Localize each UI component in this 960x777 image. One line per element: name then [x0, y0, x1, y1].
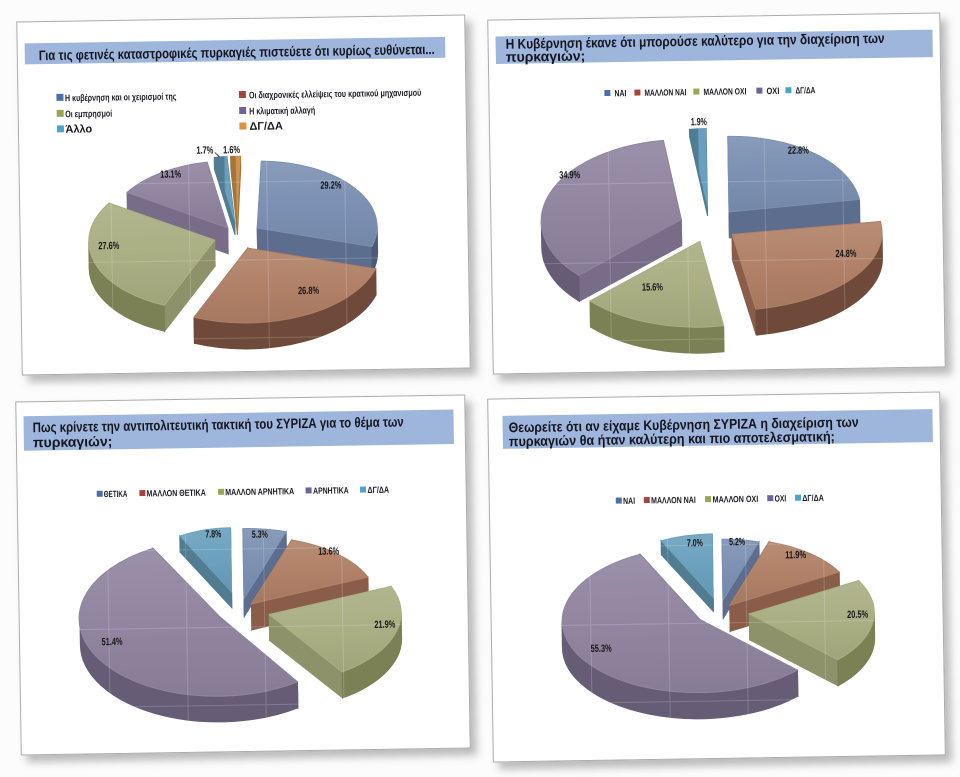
svg-text:πυρκαγιών;: πυρκαγιών; [33, 433, 113, 450]
svg-text:ΟΧΙ: ΟΧΙ [774, 493, 786, 503]
svg-text:5.3%: 5.3% [252, 529, 269, 541]
svg-text:ΝΑΙ: ΝΑΙ [623, 496, 635, 506]
svg-text:ΝΑΙ: ΝΑΙ [614, 88, 626, 98]
svg-text:5.2%: 5.2% [729, 536, 746, 548]
svg-text:πυρκαγιών θα ήταν καλύτερη και: πυρκαγιών θα ήταν καλύτερη και πιο αποτε… [509, 428, 835, 449]
svg-text:ΔΓ/ΔΑ: ΔΓ/ΔΑ [367, 485, 389, 495]
svg-text:ΜΑΛΛΟΝ ΝΑΙ: ΜΑΛΛΟΝ ΝΑΙ [651, 495, 696, 506]
svg-text:20.5%: 20.5% [847, 609, 869, 621]
svg-text:Οι διαχρονικές ελλείψεις του κ: Οι διαχρονικές ελλείψεις του κρατικού μη… [249, 88, 422, 102]
svg-text:24.8%: 24.8% [835, 248, 857, 260]
svg-text:ΜΑΛΛΟΝ ΟΧΙ: ΜΑΛΛΟΝ ΟΧΙ [713, 494, 759, 505]
svg-text:27.6%: 27.6% [98, 240, 120, 252]
svg-text:πυρκαγιών;: πυρκαγιών; [506, 48, 586, 65]
svg-text:ΜΑΛΛΟΝ ΘΕΤΙΚΑ: ΜΑΛΛΟΝ ΘΕΤΙΚΑ [146, 488, 206, 499]
svg-text:ΔΓ/ΔΑ: ΔΓ/ΔΑ [802, 493, 824, 503]
svg-text:55.3%: 55.3% [591, 643, 613, 655]
svg-text:1.9%: 1.9% [691, 116, 708, 128]
svg-text:13.6%: 13.6% [318, 545, 340, 557]
svg-text:7.8%: 7.8% [205, 528, 222, 540]
svg-text:26.8%: 26.8% [298, 285, 320, 297]
svg-text:Πως κρίνετε την αντιπολιτευτικ: Πως κρίνετε την αντιπολιτευτική τακτική … [33, 413, 404, 435]
svg-text:51.4%: 51.4% [101, 636, 123, 648]
svg-text:13.1%: 13.1% [160, 168, 182, 180]
svg-text:21.9%: 21.9% [374, 619, 396, 631]
svg-text:ΔΓ/ΔΑ: ΔΓ/ΔΑ [249, 120, 283, 133]
svg-text:ΜΑΛΛΟΝ ΑΡΝΗΤΙΚΑ: ΜΑΛΛΟΝ ΑΡΝΗΤΙΚΑ [225, 486, 295, 497]
svg-text:Η Κυβέρνηση έκανε ότι μπορούσε: Η Κυβέρνηση έκανε ότι μπορούσε καλύτερο … [505, 30, 884, 52]
svg-text:29.2%: 29.2% [320, 179, 342, 191]
svg-text:15.6%: 15.6% [642, 281, 664, 293]
svg-text:ΜΑΛΛΟΝ ΝΑΙ: ΜΑΛΛΟΝ ΝΑΙ [644, 87, 686, 98]
svg-text:22.8%: 22.8% [788, 145, 810, 157]
svg-text:Θεωρείτε ότι αν είχαμε Κυβέρνη: Θεωρείτε ότι αν είχαμε Κυβέρνηση ΣΥΡΙΖΑ … [508, 414, 858, 435]
svg-text:ΟΧΙ: ΟΧΙ [766, 86, 779, 96]
svg-text:Η κλιματική αλλαγή: Η κλιματική αλλαγή [249, 105, 315, 117]
svg-text:7.0%: 7.0% [687, 537, 704, 549]
svg-text:Άλλο: Άλλο [65, 123, 92, 135]
svg-text:ΔΓ/ΔΑ: ΔΓ/ΔΑ [795, 85, 816, 95]
svg-text:1.7%: 1.7% [196, 144, 214, 156]
svg-text:ΑΡΝΗΤΙΚΑ: ΑΡΝΗΤΙΚΑ [313, 485, 349, 496]
svg-text:Για τις φετινές καταστροφικές: Για τις φετινές καταστροφικές πυρκαγιές … [39, 41, 435, 63]
svg-text:34.9%: 34.9% [559, 169, 581, 181]
svg-text:ΘΕΤΙΚΑ: ΘΕΤΙΚΑ [104, 489, 128, 499]
svg-text:ΜΑΛΛΟΝ ΟΧΙ: ΜΑΛΛΟΝ ΟΧΙ [703, 86, 746, 97]
svg-text:11.9%: 11.9% [785, 549, 807, 561]
svg-text:Η κυβέρνηση και οι χειρισμοί τ: Η κυβέρνηση και οι χειρισμοί της [65, 92, 177, 105]
svg-text:1.6%: 1.6% [223, 144, 241, 156]
svg-text:Οι εμπρησμοί: Οι εμπρησμοί [65, 109, 112, 121]
